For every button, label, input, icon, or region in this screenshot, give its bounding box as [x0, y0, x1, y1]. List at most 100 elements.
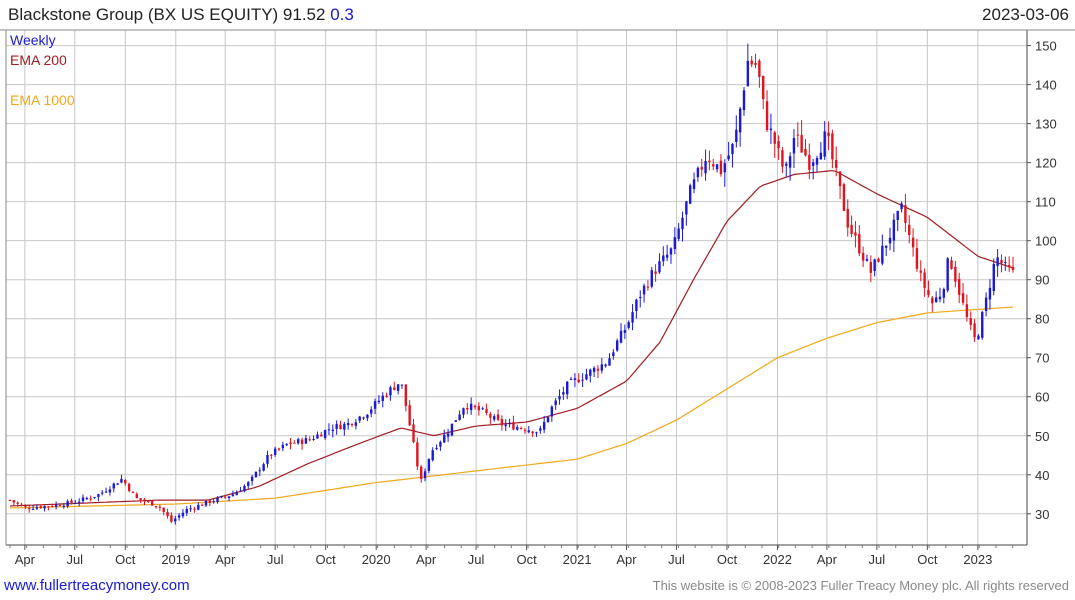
- candle-down: [170, 515, 173, 522]
- candle-up: [581, 379, 584, 381]
- candle-up: [74, 502, 77, 504]
- candle-up: [746, 60, 750, 87]
- candle-up: [984, 297, 988, 311]
- candle-down: [158, 506, 162, 508]
- candle-down: [150, 500, 154, 506]
- candle-down: [708, 160, 711, 163]
- candle-down: [135, 493, 139, 498]
- candle-up: [696, 167, 700, 178]
- x-tick-label: Oct: [516, 552, 537, 567]
- candle-up: [992, 264, 995, 292]
- candle-up: [493, 416, 496, 420]
- candle-up: [604, 364, 607, 367]
- candle-up: [239, 490, 242, 492]
- candle-down: [308, 439, 311, 441]
- candle-down: [466, 407, 469, 410]
- candle-up: [815, 158, 819, 165]
- candle-down: [754, 62, 757, 65]
- candle-up: [97, 494, 100, 498]
- x-tick-label: Apr: [416, 552, 437, 567]
- candle-up: [262, 464, 265, 471]
- candle-up: [735, 129, 738, 143]
- y-axis: 30 40 50 60 70 80 90 100 110 120 130 140 150: [1027, 39, 1057, 522]
- candle-up: [54, 504, 58, 507]
- x-tick-label: Apr: [616, 552, 637, 567]
- candle-up: [66, 501, 69, 507]
- candle-up: [592, 367, 596, 372]
- candle-down: [877, 258, 880, 262]
- candle-up: [381, 395, 384, 401]
- candle-up: [120, 478, 123, 483]
- candle-up: [715, 164, 719, 170]
- candle-up: [35, 507, 39, 509]
- candle-up: [304, 438, 308, 444]
- x-tick-label: 2022: [763, 552, 792, 567]
- candle-up: [888, 237, 892, 244]
- candle-down: [919, 270, 922, 273]
- candle-down: [496, 414, 500, 420]
- x-tick-label: Oct: [115, 552, 136, 567]
- candle-up: [554, 400, 557, 406]
- site-link[interactable]: www.fullertreacymoney.com: [4, 577, 190, 594]
- x-tick-label: Jul: [668, 552, 685, 567]
- candle-up: [481, 408, 484, 410]
- candle-up: [562, 392, 565, 395]
- candle-down: [193, 508, 196, 510]
- candle-up: [323, 430, 327, 438]
- candle-up: [727, 155, 730, 160]
- candle-down: [147, 501, 150, 503]
- candle-down: [911, 237, 915, 248]
- candle-down: [16, 502, 19, 504]
- candle-up: [346, 423, 350, 426]
- candle-down: [842, 184, 846, 211]
- candle-up: [112, 483, 115, 489]
- candle-up: [900, 203, 903, 210]
- x-tick-label: 2023: [963, 552, 992, 567]
- y-tick-label: 60: [1035, 390, 1049, 405]
- candle-down: [339, 424, 342, 430]
- ema200-line: [9, 170, 1014, 507]
- legend-item: Weekly: [10, 32, 56, 48]
- candle-up: [443, 434, 446, 443]
- candle-up: [423, 471, 427, 479]
- y-tick-label: 130: [1035, 117, 1057, 132]
- candle-up: [454, 420, 457, 422]
- candle-down: [835, 159, 838, 168]
- candle-down: [523, 429, 527, 431]
- candle-up: [366, 414, 369, 419]
- candle-down: [1000, 259, 1003, 264]
- candle-up: [370, 409, 373, 414]
- candle-up: [285, 443, 288, 446]
- candle-down: [350, 423, 354, 425]
- candle-up: [516, 427, 519, 430]
- candle-up: [550, 406, 554, 417]
- x-tick-label: 2019: [161, 552, 190, 567]
- candle-down: [808, 154, 811, 170]
- candle-up: [185, 509, 188, 513]
- candle-up: [235, 492, 238, 496]
- candle-up: [627, 322, 630, 328]
- candle-down: [300, 439, 304, 444]
- candle-up: [435, 448, 438, 450]
- candle-down: [8, 499, 12, 501]
- candle-down: [957, 279, 961, 295]
- candle-up: [108, 489, 112, 493]
- candle-down: [277, 448, 281, 450]
- candle-up: [535, 432, 538, 434]
- candle-up: [546, 417, 550, 423]
- candle-up: [792, 138, 796, 154]
- candle-down: [28, 508, 31, 510]
- candle-up: [212, 501, 215, 503]
- candle-up: [692, 179, 696, 190]
- candle-down: [904, 205, 907, 223]
- candle-up: [227, 496, 231, 498]
- candle-up: [43, 506, 46, 509]
- candle-up: [896, 210, 899, 221]
- candle-up: [254, 471, 258, 477]
- candle-up: [539, 428, 542, 431]
- candle-up: [589, 369, 592, 376]
- candle-down: [781, 150, 784, 167]
- candle-down: [489, 413, 492, 418]
- ema1000-line: [9, 306, 1014, 509]
